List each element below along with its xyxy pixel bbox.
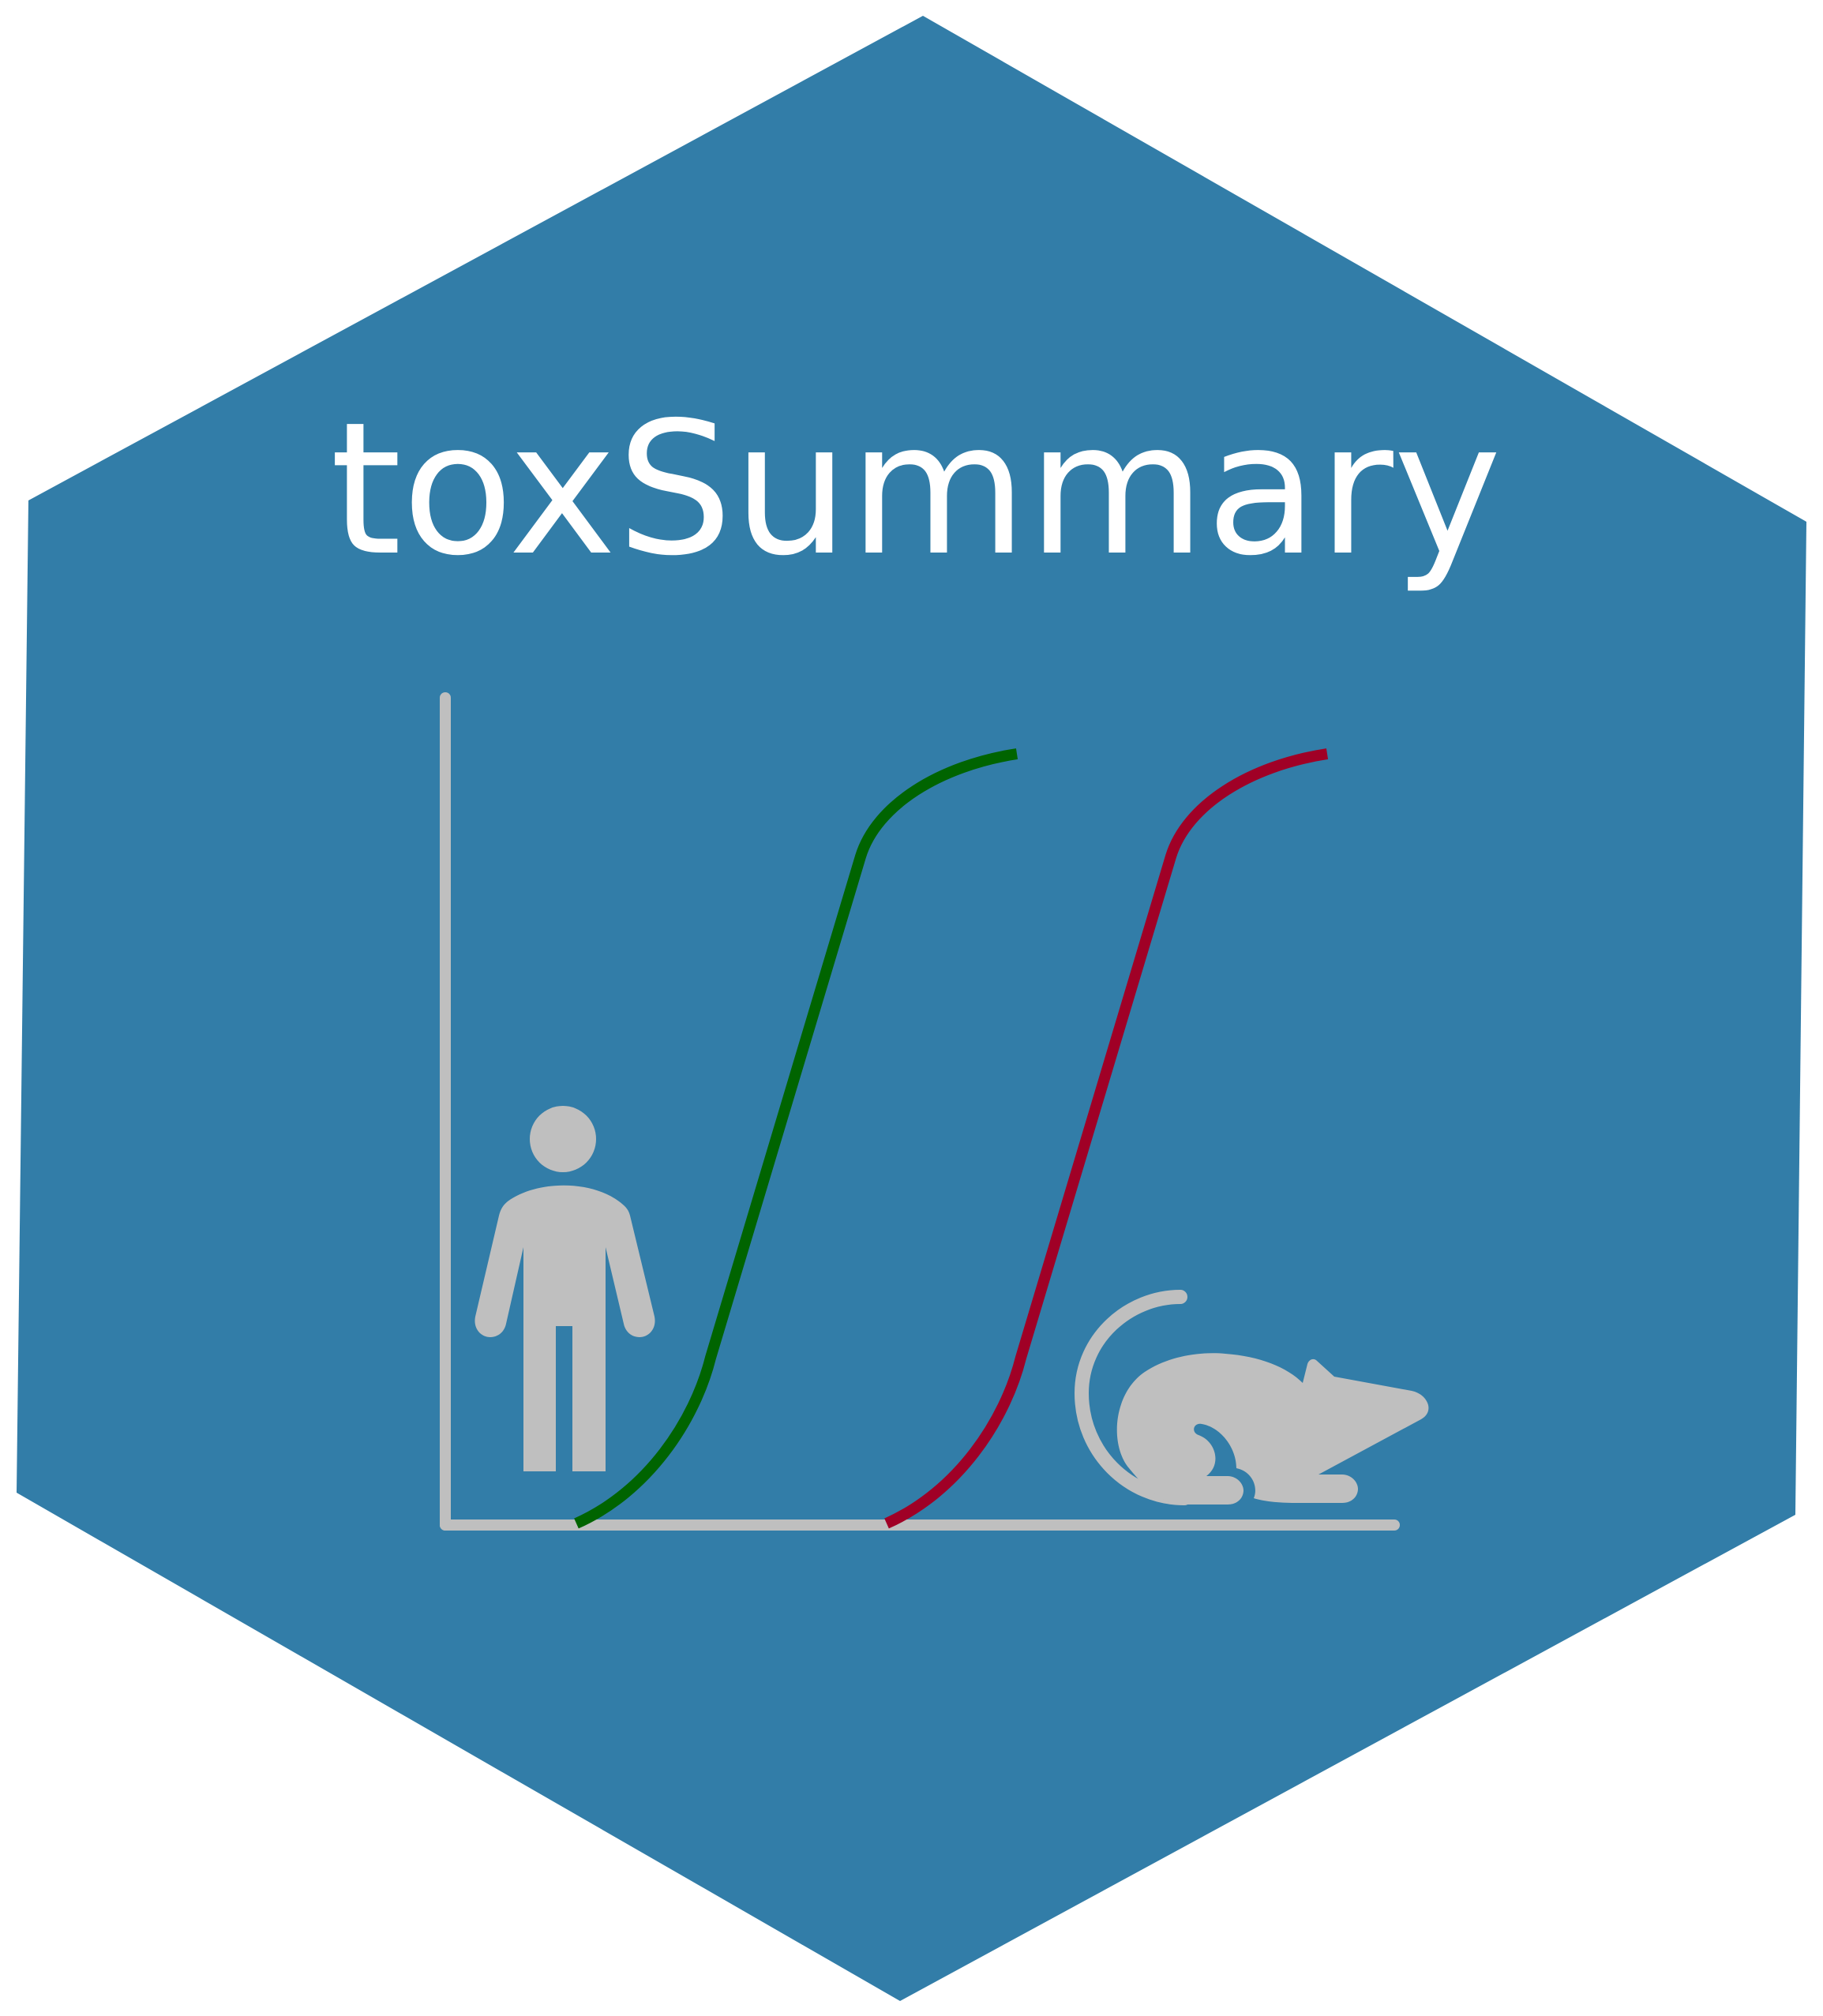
logo-title: toxSummary <box>330 383 1502 596</box>
animal-curve <box>884 748 1329 1529</box>
person-icon <box>475 1106 655 1471</box>
rat-icon <box>1074 1290 1429 1505</box>
rat-tail <box>1074 1290 1191 1505</box>
hexagon-background <box>17 16 1806 2001</box>
human-curve <box>574 748 1018 1529</box>
rat-body <box>1116 1353 1429 1505</box>
chart-axes <box>440 692 1400 1531</box>
